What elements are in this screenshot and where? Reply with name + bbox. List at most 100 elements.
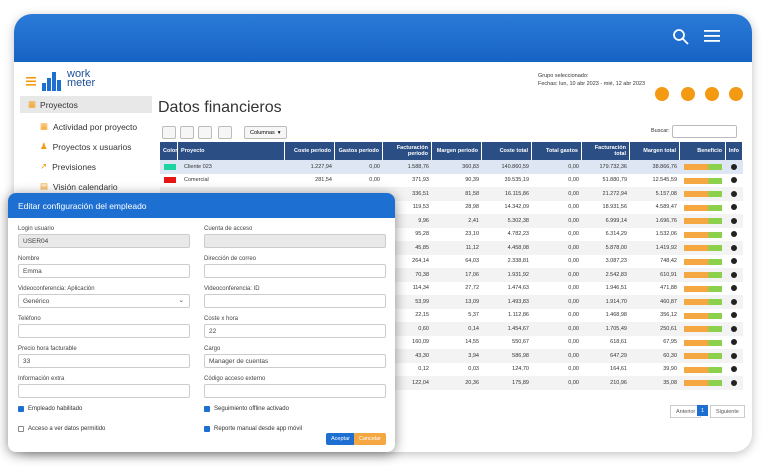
table-cell: 51.880,79 <box>602 177 627 184</box>
field-input[interactable] <box>204 234 386 248</box>
field-input[interactable] <box>18 324 190 338</box>
field-input[interactable]: Genérico ⌄ <box>18 294 190 308</box>
table-cell: 5.878,00 <box>605 244 627 251</box>
field-input[interactable]: 22 <box>204 324 386 338</box>
column-header[interactable]: Facturación total <box>582 142 630 160</box>
checkbox-box[interactable] <box>204 406 210 412</box>
field-input[interactable] <box>204 294 386 308</box>
checkbox-label: Reporte manual desde app móvil <box>214 426 303 432</box>
info-icon[interactable] <box>731 352 737 359</box>
field-input[interactable]: Emma <box>18 264 190 278</box>
filter-button[interactable] <box>655 87 669 101</box>
info-icon[interactable] <box>731 339 737 345</box>
field-input[interactable]: 33 <box>18 354 190 368</box>
info-icon[interactable] <box>731 258 737 264</box>
column-header[interactable]: Margen periodo <box>432 142 482 160</box>
field-input[interactable]: USER04 <box>18 234 190 248</box>
benefit-bar <box>684 299 722 305</box>
table-cell: 550,67 <box>512 339 529 346</box>
group-label: Grupo seleccionado: <box>538 73 589 79</box>
column-header[interactable]: Info <box>726 142 743 160</box>
icon: ↗ <box>40 161 48 171</box>
column-header[interactable]: Total gastos <box>532 142 582 160</box>
table-cell: 1.705,49 <box>605 325 627 332</box>
info-icon[interactable] <box>731 285 737 291</box>
table-cell: 43,30 <box>415 352 429 359</box>
sidebar-item[interactable]: ▦ Actividad por proyecto <box>20 118 152 135</box>
columns-button[interactable]: Columnas ▾ <box>244 126 287 139</box>
table-cell: 250,61 <box>660 325 677 332</box>
info-icon[interactable] <box>731 231 737 237</box>
field-input[interactable] <box>204 384 386 398</box>
checkbox-box[interactable] <box>18 426 24 432</box>
info-icon[interactable] <box>731 204 737 210</box>
column-header[interactable]: Proyecto <box>178 142 285 160</box>
column-header[interactable]: Facturación periodo <box>383 142 432 160</box>
column-header[interactable]: Color <box>160 142 178 160</box>
column-header[interactable]: Beneficio <box>680 142 726 160</box>
column-header[interactable]: Coste periodo <box>285 142 335 160</box>
field-input[interactable] <box>204 264 386 278</box>
checkbox-box[interactable] <box>204 426 210 432</box>
page-button[interactable]: 1 <box>697 405 708 416</box>
export-button[interactable] <box>162 126 176 139</box>
menu-icon[interactable] <box>704 29 720 43</box>
field-input[interactable] <box>18 384 190 398</box>
checkbox-box[interactable] <box>18 406 24 412</box>
checkbox[interactable]: Reporte manual desde app móvil <box>204 426 302 432</box>
sidebar-item[interactable]: ▤ Visión calendario <box>20 178 152 195</box>
column-header[interactable]: Margen total <box>630 142 680 160</box>
table-cell: 27,72 <box>465 285 479 292</box>
table-cell: 4.458,08 <box>507 244 529 251</box>
info-icon[interactable] <box>731 177 737 183</box>
cancel-button[interactable]: Cancelar <box>354 433 387 445</box>
table-cell: 360,83 <box>462 163 479 170</box>
info-icon[interactable] <box>731 271 737 278</box>
info-icon[interactable] <box>731 190 737 197</box>
accept-button[interactable]: Aceptar <box>326 433 355 445</box>
refresh-button[interactable] <box>681 87 695 101</box>
info-icon[interactable] <box>731 217 737 224</box>
field-label: Nombre <box>18 256 40 262</box>
alert-button[interactable] <box>729 87 743 101</box>
field-input[interactable]: Manager de cuentas <box>204 354 386 368</box>
checkbox[interactable]: Seguimiento offline activado <box>204 406 289 412</box>
info-icon[interactable] <box>731 163 737 170</box>
info-icon[interactable] <box>731 379 737 386</box>
table-cell: 0,14 <box>468 325 479 332</box>
export-button[interactable] <box>180 126 194 139</box>
table-row <box>160 173 743 187</box>
table-cell: 16.115,86 <box>504 190 529 197</box>
column-header[interactable]: Gastos periodo <box>335 142 383 160</box>
checkbox[interactable]: Acceso a ver datos permitido <box>18 426 105 432</box>
table-cell: 0,00 <box>568 339 579 346</box>
column-header[interactable]: Coste total <box>482 142 532 160</box>
help-button[interactable] <box>705 87 719 101</box>
info-icon[interactable] <box>731 244 737 251</box>
copy-button[interactable] <box>218 126 232 139</box>
sidebar-item[interactable]: ↗ Previsiones <box>20 158 152 175</box>
table-cell: 1.931,92 <box>507 271 529 278</box>
search-input[interactable] <box>672 125 737 138</box>
table-cell: 1.468,98 <box>605 312 627 319</box>
table-cell: 1.696,76 <box>655 217 677 224</box>
sidebar-item[interactable]: ♟ Proyectos x usuarios <box>20 138 152 155</box>
section-label: Proyectos <box>40 99 78 110</box>
table-cell: 28,98 <box>465 204 479 211</box>
info-icon[interactable] <box>731 298 737 305</box>
field-label: Teléfono <box>18 316 41 322</box>
info-icon[interactable] <box>731 312 737 318</box>
info-icon[interactable] <box>731 366 737 372</box>
info-icon[interactable] <box>731 325 737 332</box>
table-cell: 2,41 <box>468 217 479 224</box>
table-cell: 95,28 <box>415 231 429 238</box>
checkbox[interactable]: Empleado habilitado <box>18 406 82 412</box>
export-button[interactable] <box>198 126 212 139</box>
logo-text: work meter <box>67 69 95 89</box>
benefit-bar <box>684 339 722 346</box>
next-button[interactable]: Siguiente <box>710 405 745 418</box>
table-cell: 618,61 <box>610 339 627 346</box>
search-icon[interactable] <box>672 28 690 46</box>
sidebar-section[interactable]: ▦ Proyectos <box>20 96 152 113</box>
hamburger-icon[interactable] <box>26 76 38 86</box>
